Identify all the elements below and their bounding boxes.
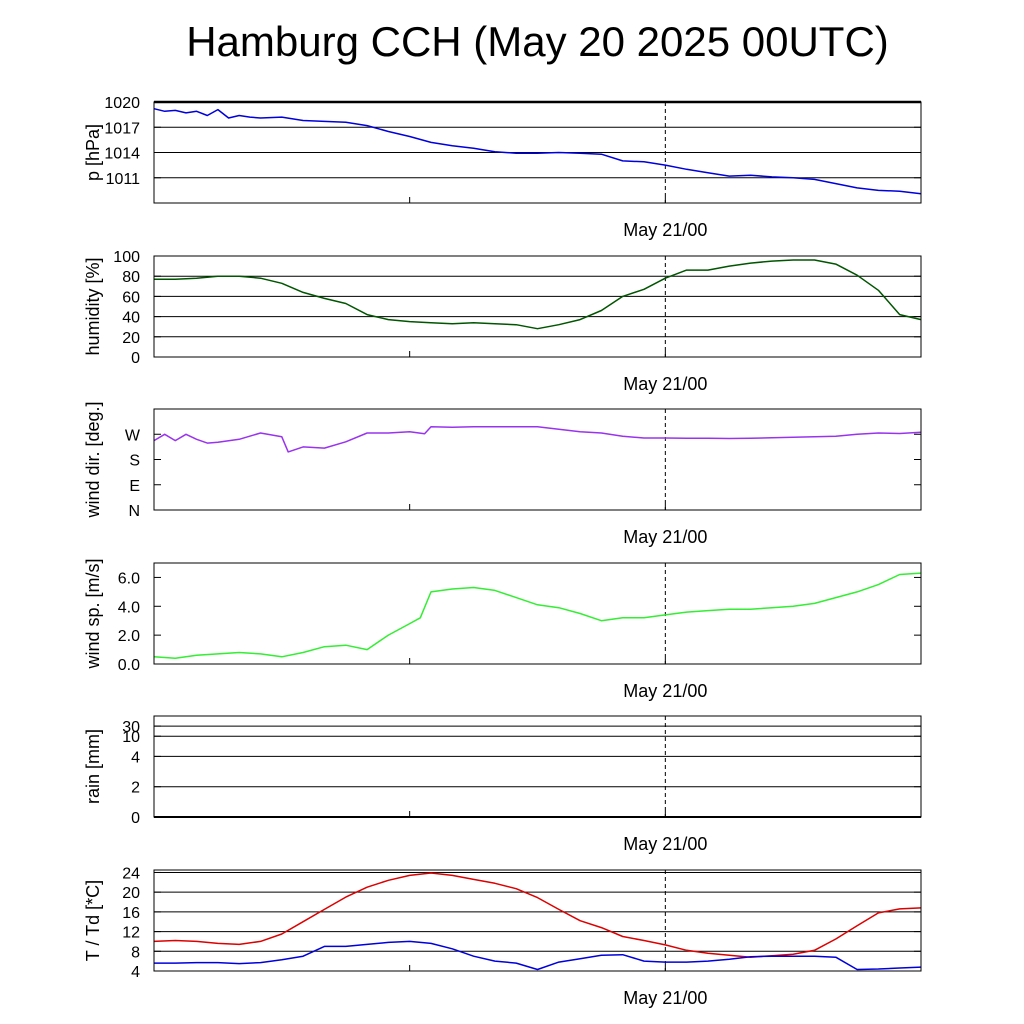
pressure-ytick-label-0: 1020 — [104, 95, 140, 112]
wind-direction-ytick-label-0: N — [128, 503, 140, 520]
humidity-ytick-label-1: 20 — [122, 330, 140, 347]
humidity-ytick-label-5: 100 — [113, 249, 140, 266]
temperature-xlabel: May 21/00 — [623, 988, 707, 1008]
temperature-ytick-label-4: 20 — [122, 885, 140, 902]
temperature-ylabel: T / Td [*C] — [83, 880, 103, 961]
humidity-xlabel: May 21/00 — [623, 374, 707, 394]
humidity-ylabel: humidity [%] — [83, 257, 103, 355]
humidity-series-line-0 — [154, 259, 922, 330]
pressure-ytick-label-2: 1014 — [104, 146, 140, 163]
temperature-ytick-label-2: 12 — [122, 925, 140, 942]
temperature-ytick-label-3: 16 — [122, 905, 140, 922]
wind-speed-ylabel: wind sp. [m/s] — [83, 558, 103, 669]
humidity-frame — [153, 255, 922, 358]
wind-direction-ytick-label-1: E — [129, 478, 140, 495]
humidity-ytick-label-2: 40 — [122, 310, 140, 327]
pressure-ytick-label-3: 1011 — [106, 171, 141, 188]
wind-direction-frame — [153, 408, 922, 511]
wind-direction-ytick-label-2: S — [129, 453, 140, 470]
temperature-panel: 4 8 12 16 20 24 T / Td [*C] May 21/00 — [83, 865, 922, 1008]
humidity-ytick-label-3: 60 — [122, 289, 140, 306]
chart-title: Hamburg CCH (May 20 2025 00UTC) — [186, 18, 889, 65]
rain-ytick-label-4: 30 — [122, 719, 140, 736]
pressure-series-line-0 — [153, 107, 922, 195]
pressure-ytick-label-1: 1017 — [104, 120, 140, 137]
temperature-frame — [153, 869, 922, 972]
wind-speed-ytick-label-3: 6.0 — [118, 570, 140, 587]
wind-speed-frame — [153, 562, 922, 665]
temperature-ytick-label-1: 8 — [131, 944, 140, 961]
temperature-series-line-0 — [153, 872, 922, 958]
wind-speed-ytick-label-1: 2.0 — [118, 628, 140, 645]
wind-direction-ylabel: wind dir. [deg.] — [83, 401, 103, 518]
rain-ytick-label-1: 2 — [131, 780, 140, 797]
temperature-ytick-label-5: 24 — [122, 865, 140, 882]
wind-speed-xlabel: May 21/00 — [623, 681, 707, 701]
rain-ytick-label-2: 4 — [131, 749, 140, 766]
wind-speed-ytick-label-0: 0.0 — [118, 657, 140, 674]
pressure-ylabel: p [hPa] — [83, 124, 103, 181]
rain-xlabel: May 21/00 — [623, 834, 707, 854]
rain-ylabel: rain [mm] — [83, 729, 103, 804]
wind-speed-ytick-label-2: 4.0 — [118, 599, 140, 616]
humidity-ytick-label-4: 80 — [122, 269, 140, 286]
humidity-panel: 0 20 40 60 80 100 humidity [%] May 21/00 — [83, 249, 922, 394]
temperature-ytick-label-0: 4 — [131, 964, 140, 981]
rain-frame — [153, 715, 922, 818]
wind-speed-series-line-0 — [153, 572, 922, 659]
wind-direction-series-line-0 — [153, 425, 922, 453]
humidity-ytick-label-0: 0 — [131, 350, 140, 367]
wind-direction-ytick-label-3: W — [125, 427, 141, 444]
wind-speed-panel: 0.0 2.0 4.0 6.0 wind sp. [m/s] May 21/00 — [83, 558, 922, 701]
temperature-series-line-1 — [154, 940, 922, 971]
rain-ytick-label-3: 10 — [122, 729, 140, 746]
wind-direction-xlabel: May 21/00 — [623, 527, 707, 547]
rain-ytick-label-0: 0 — [131, 810, 140, 827]
pressure-xlabel: May 21/00 — [623, 220, 707, 240]
